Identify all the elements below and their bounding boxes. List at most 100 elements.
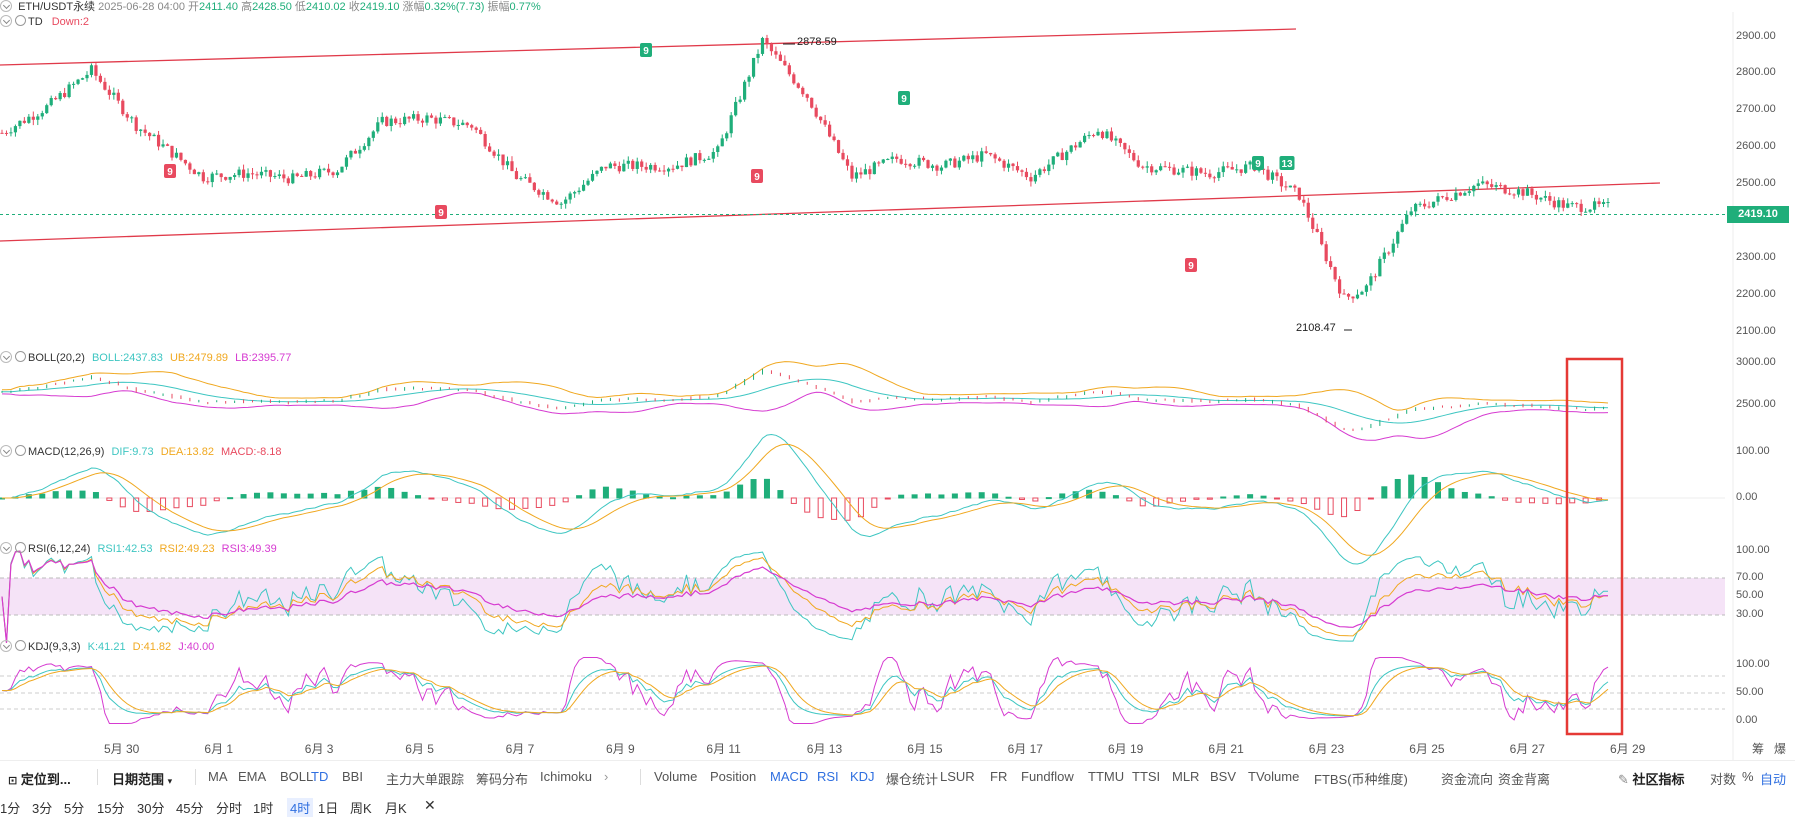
macd-histogram-bar <box>1072 491 1079 499</box>
macd-histogram-bar <box>750 479 757 499</box>
macd-histogram-bar <box>1435 482 1442 499</box>
candle-body <box>210 173 214 183</box>
chart-canvas[interactable]: 9 9 9 9 9 9 9 13 <box>0 0 1795 760</box>
liquidation-button[interactable]: 爆 <box>1774 742 1787 756</box>
indicator-ttmu-button[interactable]: TTMU <box>1088 769 1125 784</box>
timeframe-6-button[interactable]: 分时 <box>216 801 243 816</box>
collapse-icon[interactable] <box>0 445 12 457</box>
candle-body <box>1588 209 1592 212</box>
kdj-label: KDJ(9,3,3) <box>28 641 81 653</box>
candle-body <box>581 184 586 191</box>
scroll-right-icon[interactable]: › <box>604 769 609 784</box>
timeframe-1-button[interactable]: 3分 <box>32 801 53 816</box>
collapse-icon[interactable] <box>0 640 12 652</box>
candle-body <box>116 92 120 101</box>
candle-body <box>1543 196 1547 198</box>
indicator-ichimoku-button[interactable]: Ichimoku <box>540 769 593 784</box>
bell-icon[interactable] <box>15 542 26 553</box>
candle-body <box>734 101 738 116</box>
candle-body <box>309 171 313 177</box>
bell-icon[interactable] <box>15 15 26 26</box>
indicator-fundflow-button[interactable]: Fundflow <box>1021 769 1074 784</box>
timeframe-8-button[interactable]: 4时 <box>287 798 314 817</box>
bell-icon[interactable] <box>15 351 26 362</box>
boll-axis-label: 3000.00 <box>1736 356 1776 368</box>
indicator-td-button[interactable]: TD <box>311 769 329 784</box>
timeframe-0-button[interactable]: 1分 <box>0 801 21 816</box>
community-indicators-button[interactable]: ✎ 社区指标 <box>1618 772 1685 787</box>
indicator-kdj-button[interactable]: KDJ <box>850 769 875 784</box>
timeframe-9-button[interactable]: 1日 <box>318 801 339 816</box>
candles <box>0 34 1610 303</box>
timeframe-3-button[interactable]: 15分 <box>97 801 125 816</box>
timeframe-10-button[interactable]: 周K <box>350 801 372 816</box>
macd-histogram-bar <box>146 497 153 512</box>
bell-icon[interactable] <box>15 445 26 456</box>
candle-body <box>1557 200 1561 208</box>
candle-body <box>501 154 505 166</box>
indicator-boll-button[interactable]: BOLL <box>280 769 314 784</box>
macd-histogram-bar <box>334 494 341 499</box>
macd-histogram-bar <box>401 491 408 499</box>
rsi-axis-label: 30.00 <box>1736 608 1764 620</box>
candle-body <box>872 162 876 175</box>
rsi-info-line: RSI(6,12,24) RSI1:42.53 RSI2:49.23 RSI3:… <box>0 542 277 555</box>
collapse-icon[interactable] <box>0 15 12 27</box>
auto-scale-toggle[interactable]: 自动 <box>1760 772 1787 787</box>
macd-histogram-bar <box>723 491 730 499</box>
locate-button[interactable]: ⊡ 定位到... <box>8 772 71 787</box>
x-axis-label: 6月 9 <box>606 742 635 756</box>
candle-datetime: 2025-06-28 04:00 <box>98 1 185 13</box>
timeframe-5-button[interactable]: 45分 <box>176 801 204 816</box>
collapse-icon[interactable] <box>0 542 12 554</box>
indicator-volume-button[interactable]: Volume <box>654 769 698 784</box>
collapse-icon[interactable] <box>0 0 12 12</box>
candle-body <box>1476 183 1480 186</box>
candle-body <box>1011 163 1015 167</box>
indicator-macd-button[interactable]: MACD <box>770 769 809 784</box>
log-scale-toggle[interactable]: 对数 <box>1710 772 1737 787</box>
timeframe-11-button[interactable]: 月K <box>385 801 407 816</box>
indicator-ema-button[interactable]: EMA <box>238 769 267 784</box>
indicator-ma-button[interactable]: MA <box>208 769 228 784</box>
scroll-right-icon[interactable]: › <box>1545 769 1550 784</box>
indicator-rsi-button[interactable]: RSI <box>817 769 839 784</box>
td-mark-label: 9 <box>643 46 649 57</box>
indicator-bbi-button[interactable]: BBI <box>342 769 363 784</box>
indicator-item16-button[interactable]: 资金背离 <box>1498 772 1551 787</box>
indicator--button[interactable]: 主力大单跟踪 <box>386 772 465 787</box>
indicator-lsur-button[interactable]: LSUR <box>940 769 975 784</box>
candle-body <box>1109 131 1114 141</box>
timeframe-2-button[interactable]: 5分 <box>64 801 85 816</box>
macd-histogram-bar <box>1341 497 1348 518</box>
macd-axis-label: 0.00 <box>1736 491 1758 503</box>
close-icon[interactable]: ✕ <box>424 797 436 813</box>
macd-hist-value: MACD:-8.18 <box>221 446 282 458</box>
indicator-position-button[interactable]: Position <box>710 769 757 784</box>
indicator-mlr-button[interactable]: MLR <box>1172 769 1200 784</box>
candle-body <box>174 152 179 158</box>
indicator--button[interactable]: 筹码分布 <box>476 772 529 787</box>
macd-histogram-bar <box>307 493 314 499</box>
macd-histogram-bar <box>240 494 247 499</box>
macd-histogram-bar <box>482 497 489 507</box>
indicator-ttsi-button[interactable]: TTSI <box>1132 769 1161 784</box>
date-range-button[interactable]: 日期范围 ▾ <box>112 772 173 787</box>
candle-body <box>671 168 675 170</box>
indicator-fr-button[interactable]: FR <box>990 769 1008 784</box>
percent-scale-toggle[interactable]: % <box>1742 769 1754 784</box>
indicator-ftbs-button[interactable]: FTBS(币种维度) <box>1314 772 1408 787</box>
candle-body <box>765 37 769 45</box>
candle-body <box>1391 243 1395 253</box>
indicator-bsv-button[interactable]: BSV <box>1210 769 1237 784</box>
collapse-icon[interactable] <box>0 351 12 363</box>
bell-icon[interactable] <box>15 640 26 651</box>
chips-button[interactable]: 筹 <box>1752 742 1765 756</box>
indicator-tvolume-button[interactable]: TVolume <box>1248 769 1300 784</box>
timeframe-7-button[interactable]: 1时 <box>253 801 274 816</box>
timeframe-4-button[interactable]: 30分 <box>137 801 165 816</box>
macd-histogram-bar <box>790 497 797 504</box>
indicator-item15-button[interactable]: 资金流向 <box>1441 772 1494 787</box>
indicator-item5-button[interactable]: 爆仓统计 <box>886 772 939 787</box>
y-axis-label: 2300.00 <box>1736 251 1776 263</box>
